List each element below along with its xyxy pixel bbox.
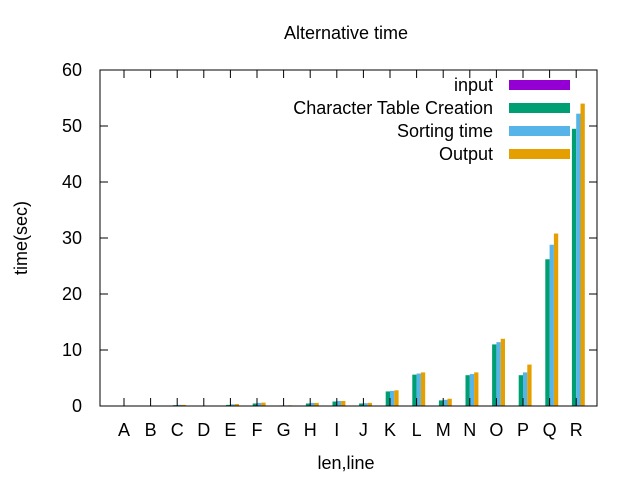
bar-character-table-creation-i (332, 401, 337, 406)
x-tick-label: A (118, 420, 130, 440)
bars-group (172, 103, 585, 407)
y-tick-label: 0 (72, 396, 82, 416)
x-tick-label: H (304, 420, 317, 440)
bar-output-l (420, 372, 426, 406)
y-tick-label: 50 (62, 116, 82, 136)
bar-sorting-time-e (230, 404, 235, 406)
x-tick-label: R (570, 420, 583, 440)
bar-output-e (234, 404, 239, 406)
legend-swatch (509, 126, 570, 136)
bar-output-q (553, 233, 559, 406)
x-tick-label: D (197, 420, 210, 440)
plot-frame (99, 69, 598, 407)
bar-character-table-creation-p (518, 375, 523, 406)
bar-character-table-creation-o (492, 344, 497, 406)
bar-output-n (474, 372, 479, 406)
x-tick-label: G (277, 420, 291, 440)
y-tick-label: 20 (62, 284, 82, 304)
bar-output-p (527, 364, 532, 406)
x-tick-label: J (359, 420, 368, 440)
x-axis-label: len,line (317, 453, 374, 473)
bar-output-m (447, 398, 452, 406)
legend-label: input (454, 75, 493, 95)
bar-output-o (500, 338, 505, 406)
x-tick-label: M (436, 420, 451, 440)
y-tick-label: 10 (62, 340, 82, 360)
legend-swatch (509, 149, 570, 159)
bar-output-j (367, 402, 372, 406)
bar-output-f (261, 402, 266, 406)
bar-character-table-creation-n (465, 375, 470, 406)
legend: input Character Table Creation Sorting tim… (293, 75, 570, 164)
bar-sorting-time-k (390, 390, 395, 406)
bar-sorting-time-f (257, 402, 262, 406)
bar-sorting-time-m (443, 399, 448, 406)
bar-sorting-time-i (336, 400, 342, 406)
bar-sorting-time-h (310, 402, 315, 406)
x-tick-label: K (384, 420, 396, 440)
bar-character-table-creation-j (359, 403, 364, 406)
legend-label: Sorting time (397, 121, 493, 141)
bar-sorting-time-r (576, 113, 581, 407)
chart-title: Alternative time (284, 23, 408, 43)
ticks-group: 0 10 20 30 40 50 60 A B C D E F G H I J K L M N O P Q R (62, 60, 597, 440)
bar-character-table-creation-h (305, 403, 311, 406)
y-tick-label: 60 (62, 60, 82, 80)
legend-swatch (509, 103, 570, 113)
bar-output-c (181, 404, 186, 406)
bar-sorting-time-c (177, 404, 182, 406)
bar-output-i (341, 400, 346, 406)
bar-sorting-time-p (523, 372, 528, 406)
bar-character-table-creation-k (385, 391, 390, 406)
x-tick-label: B (145, 420, 157, 440)
bar-character-table-creation-l (412, 374, 417, 406)
bar-sorting-time-j (363, 403, 368, 406)
bar-character-table-creation-f (252, 403, 257, 406)
bar-output-h (314, 402, 319, 406)
bar-sorting-time-q (549, 244, 554, 406)
legend-swatch (509, 80, 570, 90)
x-tick-label: N (463, 420, 476, 440)
legend-label: Character Table Creation (293, 98, 493, 118)
y-tick-label: 40 (62, 172, 82, 192)
bar-character-table-creation-r (571, 128, 577, 407)
y-tick-label: 30 (62, 228, 82, 248)
bar-sorting-time-n (469, 374, 475, 406)
bar-character-table-creation-m (438, 400, 444, 406)
x-tick-label: Q (543, 420, 557, 440)
y-axis-label: time(sec) (11, 201, 31, 275)
bar-character-table-creation-q (545, 259, 550, 406)
bar-output-k (394, 390, 399, 406)
x-tick-label: C (171, 420, 184, 440)
x-tick-label: L (412, 420, 422, 440)
x-tick-label: P (517, 420, 529, 440)
x-tick-label: E (224, 420, 236, 440)
x-tick-label: F (252, 420, 263, 440)
bar-sorting-time-o (496, 342, 501, 406)
legend-label: Output (439, 144, 493, 164)
bar-output-r (580, 103, 585, 406)
bar-character-table-creation-e (226, 404, 231, 406)
bar-sorting-time-l (416, 373, 421, 406)
x-tick-label: I (334, 420, 339, 440)
x-tick-label: O (489, 420, 503, 440)
